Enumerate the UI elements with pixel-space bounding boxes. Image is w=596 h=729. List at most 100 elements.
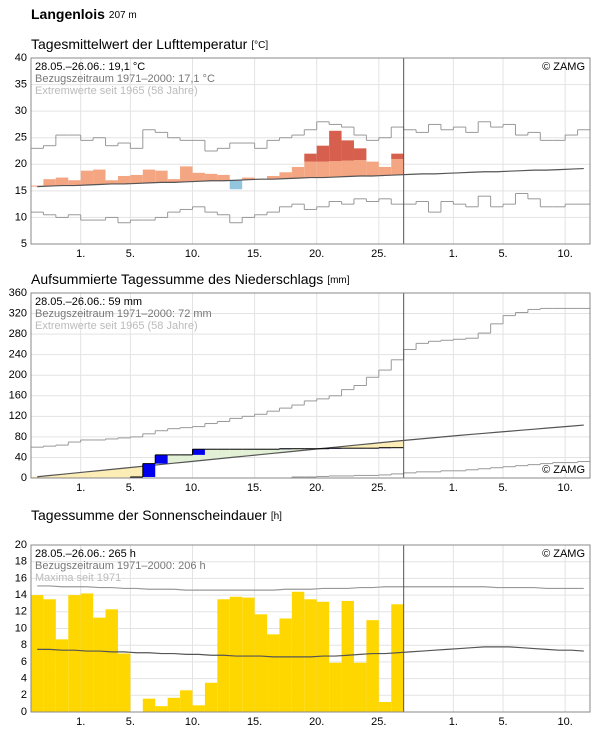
normal-line bbox=[37, 167, 584, 188]
x-tick-label: 5. bbox=[498, 248, 507, 260]
daily-increase bbox=[155, 454, 168, 464]
temp-bar-above bbox=[204, 173, 218, 181]
panel-title-text: Tagessumme der Sonnenscheindauer bbox=[31, 507, 267, 523]
sunshine-bar bbox=[267, 634, 280, 712]
panel-unit: [°C] bbox=[251, 40, 268, 51]
sunshine-bar bbox=[105, 609, 118, 712]
y-tick-label: 40 bbox=[15, 451, 27, 463]
sunshine-bar bbox=[353, 662, 367, 712]
x-tick-label: 1. bbox=[76, 716, 85, 728]
station-elevation: 207 m bbox=[109, 10, 137, 21]
sunshine-bar bbox=[31, 595, 44, 712]
deficit-area bbox=[43, 475, 56, 478]
normal-line bbox=[37, 424, 584, 478]
panel-title-text: Aufsummierte Tagessumme des Niederschlag… bbox=[31, 271, 323, 287]
y-tick-label: 30 bbox=[15, 105, 27, 117]
surplus-area bbox=[291, 448, 305, 451]
annotation: 28.05.–26.06.: 265 h bbox=[35, 548, 136, 560]
x-tick-label: 5. bbox=[126, 716, 135, 728]
deficit-area bbox=[55, 474, 69, 478]
copyright: © ZAMG bbox=[542, 464, 585, 476]
x-tick-label: 20. bbox=[309, 482, 324, 494]
temp-bar-strong bbox=[353, 148, 367, 161]
x-tick-label: 10. bbox=[185, 248, 200, 260]
sunshine-bar bbox=[55, 639, 69, 712]
y-tick-label: 20 bbox=[15, 539, 27, 551]
annotation: Maxima seit 1971 bbox=[35, 572, 121, 584]
y-tick-label: 40 bbox=[15, 52, 27, 64]
x-tick-label: 5. bbox=[498, 716, 507, 728]
temp-bar-above bbox=[366, 161, 379, 176]
surplus-area bbox=[180, 454, 193, 462]
sunshine-bar bbox=[391, 604, 404, 712]
temp-bar-strong bbox=[341, 140, 354, 161]
temp-bar-above bbox=[391, 158, 404, 175]
surplus-area bbox=[279, 448, 292, 453]
temp-bar-above bbox=[105, 180, 118, 184]
y-tick-label: 2 bbox=[21, 689, 27, 701]
sunshine-bar bbox=[117, 653, 131, 712]
sunshine-bar bbox=[378, 701, 392, 712]
panel-title: Tagesmittelwert der Lufttemperatur [°C] bbox=[31, 36, 268, 52]
x-tick-label: 5. bbox=[126, 482, 135, 494]
plot-frame bbox=[30, 544, 591, 713]
y-tick-label: 0 bbox=[21, 472, 27, 484]
temp-bar-above bbox=[68, 180, 81, 186]
annotation: Bezugszeitraum 1971–2000: 72 mm bbox=[35, 308, 212, 320]
temp-bar-above bbox=[117, 175, 131, 184]
annotation: 28.05.–26.06.: 19,1 °C bbox=[35, 61, 145, 73]
deficit-area bbox=[366, 443, 379, 449]
sunshine-bar bbox=[167, 697, 181, 712]
deficit-area bbox=[31, 476, 44, 478]
y-tick-label: 6 bbox=[21, 656, 27, 668]
sunshine-bar bbox=[242, 597, 255, 712]
surplus-area bbox=[217, 449, 230, 459]
sunshine-bar bbox=[142, 698, 156, 712]
y-tick-label: 8 bbox=[21, 639, 27, 651]
deficit-area bbox=[341, 445, 354, 449]
y-tick-label: 15 bbox=[15, 185, 27, 197]
surplus-area bbox=[167, 454, 181, 464]
daily-increase bbox=[192, 449, 205, 455]
x-tick-label: 10. bbox=[185, 482, 200, 494]
y-tick-label: 16 bbox=[15, 572, 27, 584]
station-header: Langenlois 207 m bbox=[31, 6, 137, 22]
plot-frame bbox=[30, 57, 591, 245]
deficit-area bbox=[105, 469, 118, 478]
station-name: Langenlois bbox=[31, 6, 105, 22]
deficit-area bbox=[130, 466, 143, 477]
surplus-area bbox=[204, 449, 218, 460]
panel-unit: [h] bbox=[271, 511, 282, 522]
deficit-area bbox=[68, 473, 81, 478]
x-tick-label: 10. bbox=[558, 482, 573, 494]
deficit-area bbox=[353, 444, 367, 449]
temp-bar-above bbox=[291, 166, 305, 179]
temp-bar-above bbox=[167, 179, 181, 183]
temp-bar-above bbox=[316, 161, 330, 178]
temp-bar-above bbox=[192, 172, 205, 182]
temp-bar-strong bbox=[304, 153, 317, 162]
annotation: 28.05.–26.06.: 59 mm bbox=[35, 296, 142, 308]
x-tick-label: 15. bbox=[247, 248, 262, 260]
x-tick-label: 10. bbox=[558, 716, 573, 728]
x-tick-label: 1. bbox=[449, 716, 458, 728]
sunshine-bar bbox=[180, 690, 193, 712]
copyright: © ZAMG bbox=[542, 548, 585, 560]
y-tick-label: 14 bbox=[15, 589, 27, 601]
x-tick-label: 25. bbox=[371, 716, 386, 728]
deficit-area bbox=[93, 470, 106, 478]
sunshine-bar bbox=[93, 617, 106, 712]
maxima-line bbox=[37, 585, 584, 591]
sunshine-bar bbox=[366, 620, 379, 712]
sunshine-bar bbox=[316, 601, 330, 712]
y-tick-label: 5 bbox=[21, 238, 27, 250]
y-tick-label: 10 bbox=[15, 622, 27, 634]
temp-bar-strong bbox=[329, 130, 342, 162]
temp-bar-above bbox=[93, 169, 106, 185]
y-tick-label: 160 bbox=[9, 390, 27, 402]
plot-frame bbox=[30, 292, 591, 479]
y-tick-label: 360 bbox=[9, 287, 27, 299]
daily-increase bbox=[142, 463, 156, 477]
surplus-area bbox=[267, 449, 280, 454]
